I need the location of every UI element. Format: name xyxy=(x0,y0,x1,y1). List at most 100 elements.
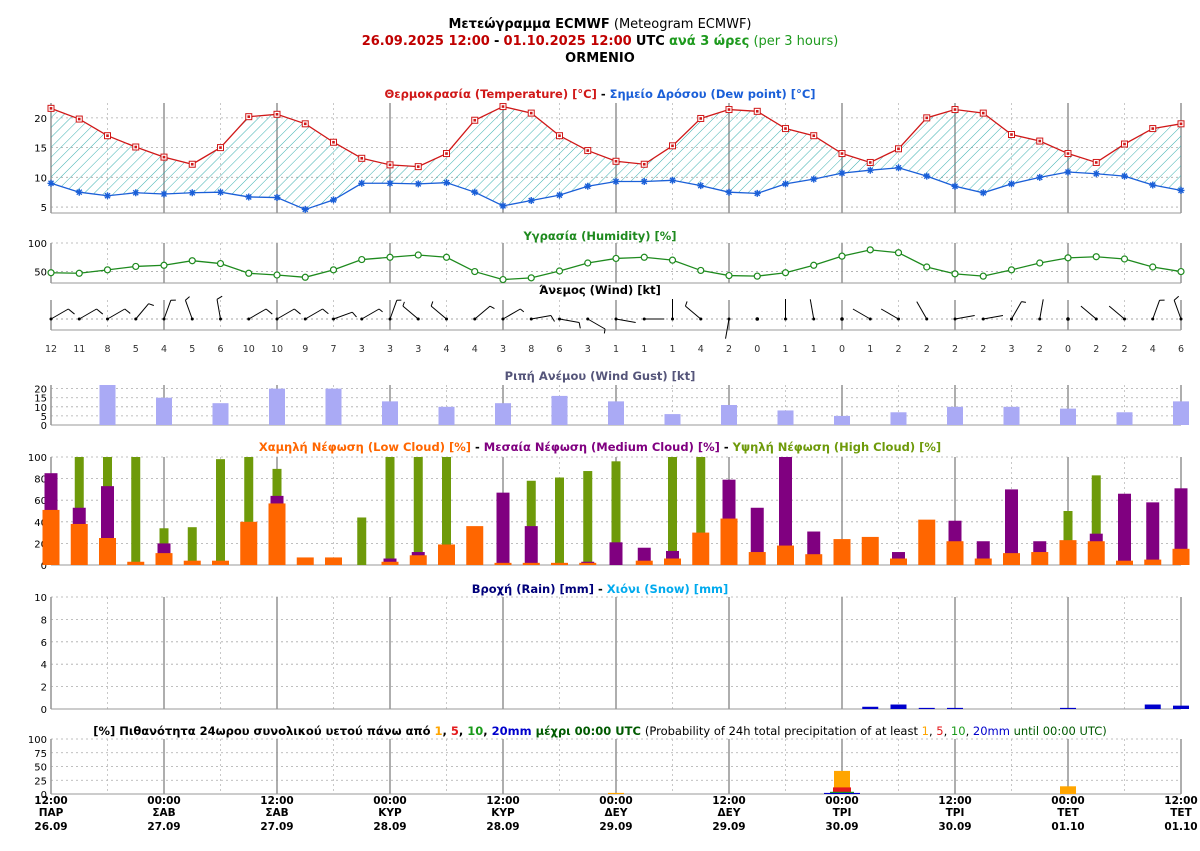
gust-bar xyxy=(1003,406,1020,425)
dewpoint-point xyxy=(499,202,507,210)
dewpoint-point xyxy=(923,172,931,180)
high-cloud-bar xyxy=(1091,475,1101,565)
period-end: 01.10.2025 12:00 xyxy=(503,34,632,49)
wind-title: Άνεμος (Wind) [kt] xyxy=(539,283,661,297)
probability-title-part: , xyxy=(929,724,936,738)
gust-bar xyxy=(156,397,172,425)
y-tick-label: 100 xyxy=(28,239,47,250)
wind-speed-label: 4 xyxy=(443,344,449,355)
rain-bar xyxy=(1173,705,1189,709)
x-axis-time-label: 12:00 xyxy=(34,795,67,807)
humidity-point xyxy=(555,267,564,275)
y-tick-label: 25 xyxy=(34,776,47,787)
low-cloud-bar xyxy=(522,562,540,565)
y-tick-label: 0 xyxy=(41,790,47,801)
x-axis-time-label: 00:00 xyxy=(1051,795,1084,807)
wind-speed-label: 6 xyxy=(556,344,562,355)
temperature-point-core xyxy=(106,134,109,138)
x-axis-day-label: ΤΡΙ xyxy=(833,807,852,819)
probability-title-part: until 00:00 UTC) xyxy=(1010,724,1107,738)
wind-barb-staff xyxy=(852,308,871,320)
probability-title-part: , xyxy=(443,724,451,738)
wind-barb-feather xyxy=(430,301,434,307)
low-cloud-bar xyxy=(381,561,399,565)
high-cloud-bar xyxy=(442,457,451,565)
low-cloud-bar xyxy=(1059,540,1077,565)
probability-title-part: 20mm xyxy=(973,724,1010,738)
humidity-point xyxy=(499,275,507,284)
temperature-point-core xyxy=(1094,161,1098,164)
cloud-title-part: Υψηλή Νέφωση (High Cloud) [%] xyxy=(732,440,942,454)
wind-barb-staff xyxy=(184,300,193,320)
humidity-point xyxy=(838,252,846,260)
probability-title-part: (Probability of 24h total precipitation … xyxy=(645,724,922,738)
humidity-point xyxy=(584,259,592,267)
wind-speed-label: 3 xyxy=(500,344,506,355)
temperature-point-core xyxy=(642,162,646,166)
wind-barb-base xyxy=(445,317,448,321)
wind-speed-label: 2 xyxy=(1121,344,1127,355)
dewpoint-point xyxy=(669,176,676,184)
wind-barb-feather xyxy=(520,308,525,313)
humidity-point xyxy=(329,266,338,274)
temperature-point-core xyxy=(671,144,674,148)
temperature-point-core xyxy=(247,115,251,118)
x-axis-day-label: ΚΥΡ xyxy=(491,807,515,819)
y-tick-label: 5 xyxy=(41,203,47,214)
y-tick-label: 20 xyxy=(34,114,47,125)
humidity-point xyxy=(979,272,987,280)
probability-bar-1 xyxy=(608,792,624,794)
dewpoint-point xyxy=(810,175,818,183)
header-title-line: Μετεώγραμμα ECMWF (Meteogram ECMWF) xyxy=(0,16,1200,33)
wind-barb-feather xyxy=(294,308,301,315)
header-period-line: 26.09.2025 12:00 - 01.10.2025 12:00 UTC … xyxy=(0,33,1200,50)
wind-barb-staff xyxy=(163,300,172,320)
wind-barb-staff xyxy=(809,299,815,320)
x-axis-date-label: 28.09 xyxy=(373,821,406,833)
low-cloud-bar xyxy=(805,554,823,565)
wind-speed-label: 2 xyxy=(980,344,986,355)
gust-bar xyxy=(664,414,681,425)
x-axis-time-label: 12:00 xyxy=(260,795,293,807)
temperature-point-core xyxy=(812,134,816,138)
wind-barb-feather xyxy=(1021,301,1027,303)
dewpoint-point xyxy=(527,197,535,205)
low-cloud-bar xyxy=(127,561,145,565)
y-tick-label: 75 xyxy=(34,749,47,760)
temperature-point-core xyxy=(1066,152,1070,155)
wind-barb-base xyxy=(671,317,674,321)
wind-barb-staff xyxy=(615,318,636,323)
humidity-point xyxy=(866,246,874,254)
humidity-point xyxy=(923,263,931,271)
x-axis-date-label: 26.09 xyxy=(34,821,67,833)
y-tick-label: 80 xyxy=(34,475,47,486)
dewpoint-point xyxy=(1121,172,1128,180)
step-greek: ανά 3 ώρες xyxy=(668,34,750,49)
wind-speed-label: 8 xyxy=(104,344,110,355)
humidity-point xyxy=(414,251,422,259)
dewpoint-point xyxy=(132,189,140,197)
wind-speed-label: 4 xyxy=(1150,344,1156,355)
wind-barb-base xyxy=(614,317,618,321)
x-axis-time-label: 00:00 xyxy=(373,795,406,807)
location-name: ORMENIO xyxy=(565,51,635,66)
rain-bar xyxy=(1144,704,1161,709)
wind-speed-label: 10 xyxy=(243,344,255,355)
y-tick-label: 20 xyxy=(34,539,47,550)
y-tick-label: 10 xyxy=(34,403,47,414)
wind-barb-staff xyxy=(502,308,521,320)
precip-title: Βροχή (Rain) [mm] - Χιόνι (Snow) [mm] xyxy=(472,582,729,596)
wind-speed-label: 2 xyxy=(952,344,958,355)
wind-barb-staff xyxy=(333,311,353,320)
wind-speed-label: 2 xyxy=(924,344,930,355)
high-cloud-bar xyxy=(216,459,225,565)
wind-speed-label: 6 xyxy=(1178,344,1184,355)
wind-speed-label: 12 xyxy=(45,344,57,355)
wind-barb-feather xyxy=(489,305,495,310)
rain-bar xyxy=(918,707,935,709)
low-cloud-bar xyxy=(579,562,597,565)
high-cloud-bar xyxy=(131,457,141,565)
probability-title-part: 1 xyxy=(435,724,443,738)
dewpoint-point xyxy=(951,182,959,190)
temperature-point-core xyxy=(275,112,279,116)
